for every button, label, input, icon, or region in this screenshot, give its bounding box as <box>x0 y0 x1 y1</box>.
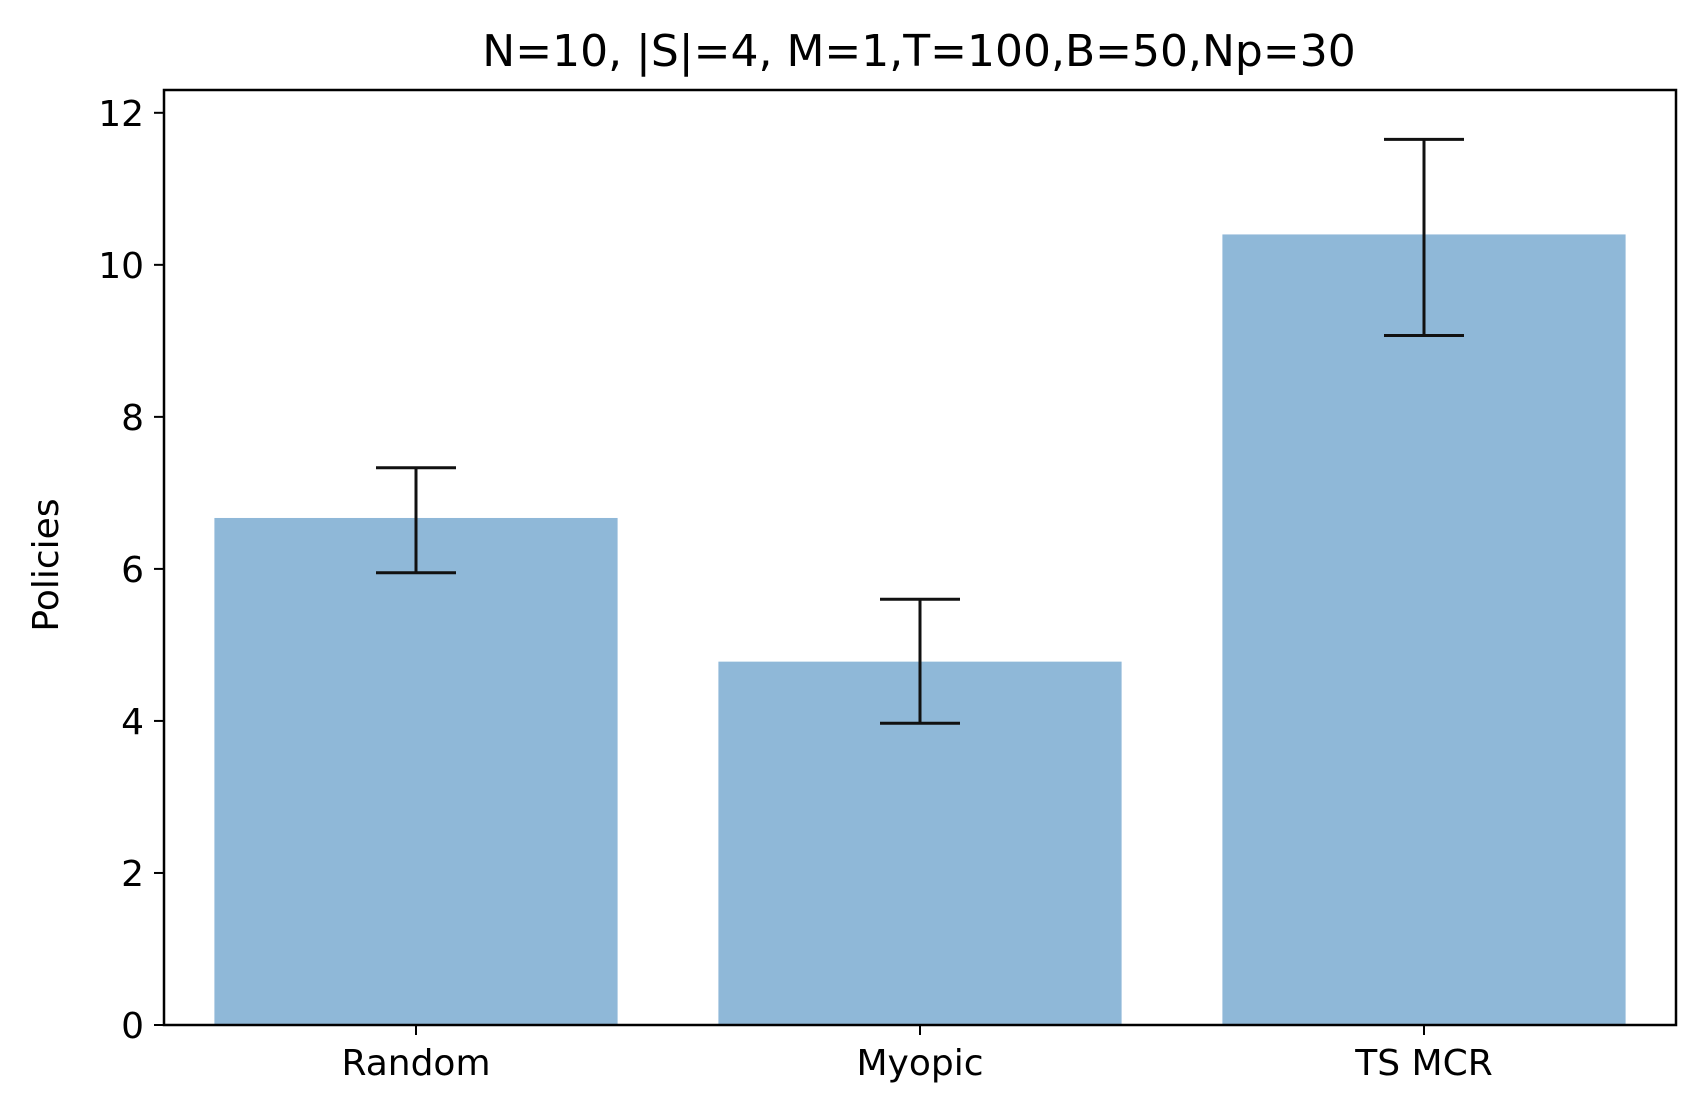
y-axis-label: Policies <box>26 498 67 631</box>
y-tick-label: 12 <box>98 94 144 135</box>
x-tick-label: TS MCR <box>1354 1043 1493 1084</box>
x-tick-label: Random <box>341 1043 490 1084</box>
chart-title: N=10, |S|=4, M=1,T=100,B=50,Np=30 <box>482 26 1355 77</box>
bar-random <box>214 517 618 1025</box>
y-tick-label: 6 <box>121 550 144 591</box>
y-tick-label: 0 <box>121 1006 144 1047</box>
y-axis: 0 2 4 6 8 10 12 <box>98 94 164 1047</box>
y-tick-label: 8 <box>121 398 144 439</box>
x-tick-label: Myopic <box>856 1043 983 1084</box>
y-tick-label: 4 <box>121 702 144 743</box>
x-axis: Random Myopic TS MCR <box>341 1025 1493 1084</box>
bar-ts-mcr <box>1222 234 1626 1025</box>
bars-layer <box>214 234 1626 1025</box>
y-tick-label: 10 <box>98 246 144 287</box>
y-tick-label: 2 <box>121 854 144 895</box>
plot-frame <box>162 88 1678 1027</box>
error-bars-layer <box>376 137 1464 725</box>
